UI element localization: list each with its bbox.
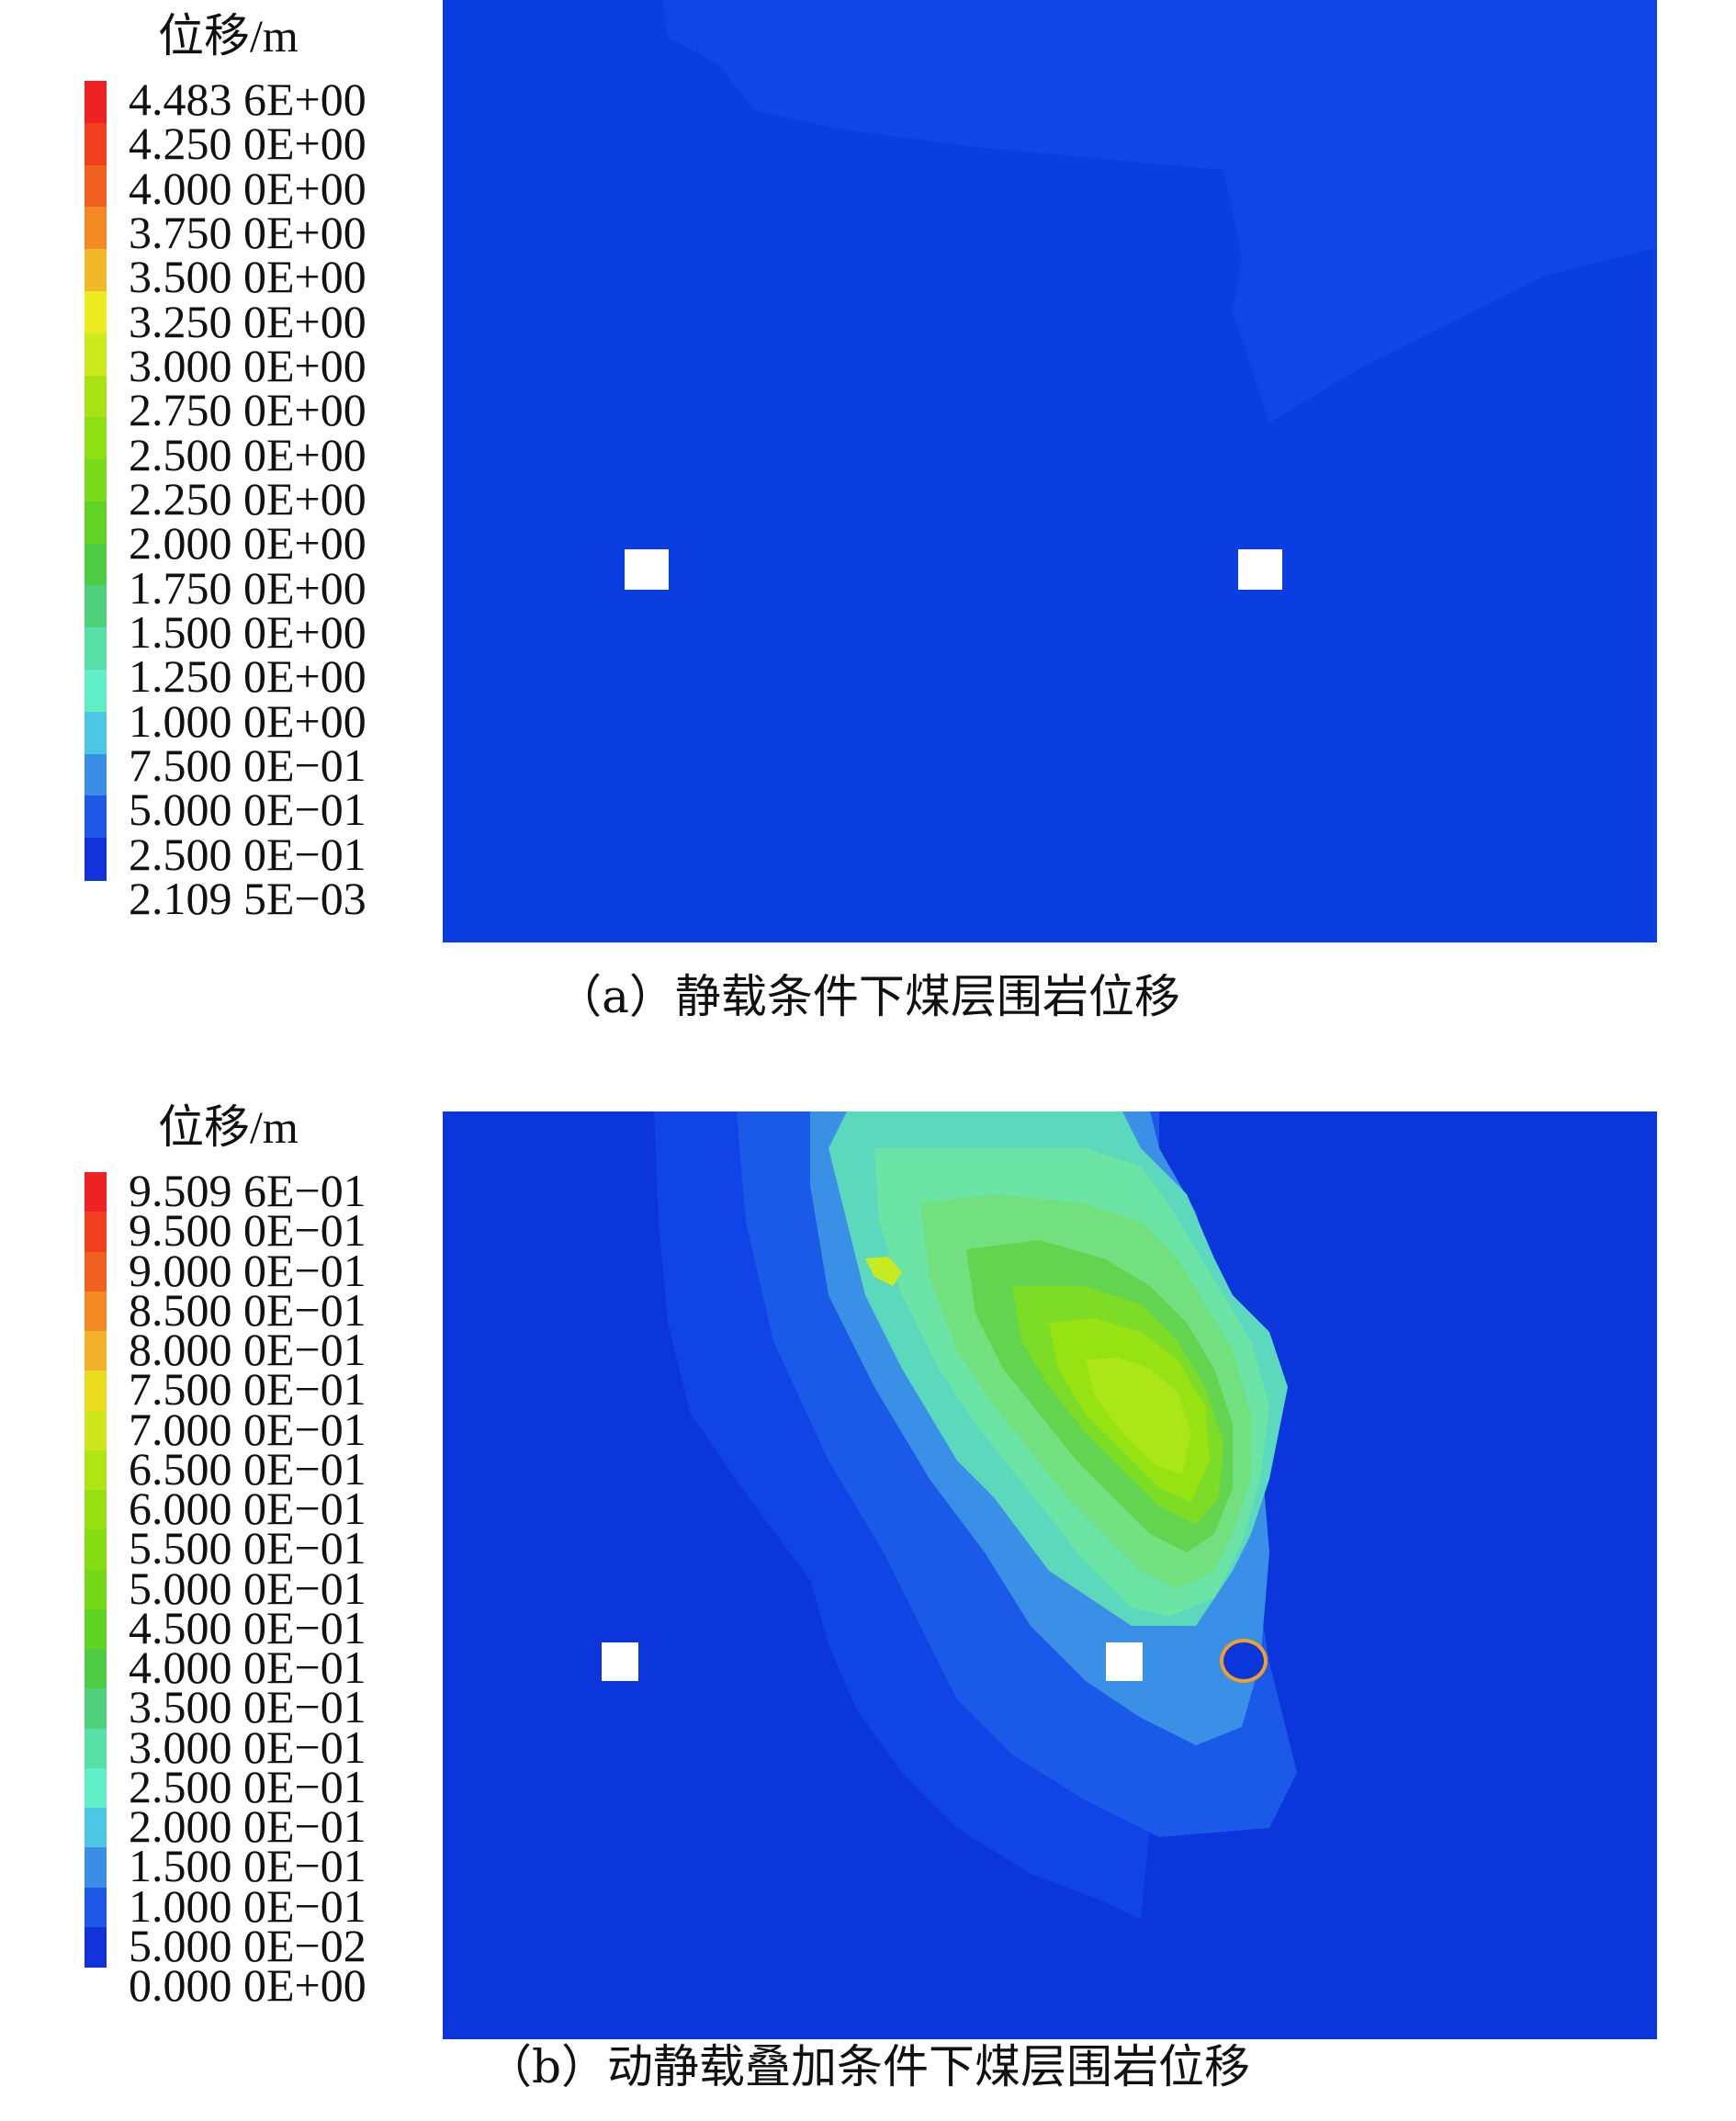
legend-tick-label: 5.000 0E−01	[129, 784, 366, 836]
legend-swatch	[85, 1767, 107, 1809]
legend-tick-label: 5.000 0E−01	[129, 1562, 366, 1614]
legend-swatch	[85, 1410, 107, 1451]
legend-tick-label: 3.000 0E+00	[129, 340, 366, 391]
legend-swatch	[85, 795, 107, 839]
legend-tick-label: 2.000 0E+00	[129, 517, 366, 570]
contour-plot-b	[443, 1111, 1657, 2039]
legend-swatch	[85, 333, 107, 377]
legend-tick-label: 2.500 0E−01	[129, 1760, 366, 1812]
legend-swatch	[85, 1688, 107, 1730]
legend-tick-label: 2.500 0E−01	[129, 828, 366, 880]
roadway-left-b	[602, 1642, 638, 1681]
legend-tick-label: 7.000 0E−01	[129, 1403, 366, 1455]
legend-swatch	[85, 375, 107, 418]
legend-title-b: 位移/m	[158, 1101, 299, 1153]
legend-swatch	[85, 1887, 107, 1928]
legend-swatch	[85, 207, 107, 250]
legend-swatch	[85, 627, 107, 671]
legend-swatch	[85, 838, 107, 881]
legend-swatch	[85, 249, 107, 292]
legend-swatch	[85, 501, 107, 545]
legend-tick-label: 6.500 0E−01	[129, 1442, 366, 1495]
legend-tick-label: 9.500 0E−01	[129, 1204, 366, 1257]
panel-b: 位移/m 9.509 6E−01 9.500 0E−01 9.000 0E−01 8.…	[0, 1093, 1736, 2121]
panel-a: 位移/m 4.483 6E+00 4.250 0E+00 4.000 0E+00 3.…	[0, 0, 1736, 1056]
legend-tick-label: 3.000 0E−01	[129, 1720, 366, 1773]
legend-swatch	[85, 1728, 107, 1769]
legend-swatch	[85, 1608, 107, 1650]
legend-tick-label: 2.750 0E+00	[129, 384, 366, 436]
legend-swatch	[85, 459, 107, 502]
roadway-right-a	[1238, 549, 1282, 590]
legend-tick-label: 1.500 0E+00	[129, 606, 366, 658]
legend-tick-label: 1.500 0E−01	[129, 1840, 366, 1892]
legend-swatch	[85, 585, 107, 628]
legend-tick-label: 1.000 0E−01	[129, 1879, 366, 1932]
legend-tick-label: 4.250 0E+00	[129, 118, 366, 170]
roadway-left-a	[625, 549, 669, 590]
legend-swatch	[85, 1926, 107, 1968]
legend-swatch	[85, 81, 107, 124]
caption-a: （a）静载条件下煤层围岩位移	[556, 970, 1180, 1023]
legend-tick-label: 9.509 6E−01	[129, 1165, 366, 1216]
legend-swatch	[85, 1371, 107, 1412]
legend-tick-label: 8.500 0E−01	[129, 1283, 366, 1336]
legend-swatch	[85, 711, 107, 755]
local-peak-b	[865, 1257, 902, 1286]
legend-tick-label: 3.250 0E+00	[129, 295, 366, 347]
legend-tick-label: 3.500 0E−01	[129, 1681, 366, 1733]
legend-tick-label: 2.250 0E+00	[129, 473, 366, 525]
legend-swatch	[85, 1569, 107, 1610]
legend-tick-label: 4.483 6E+00	[129, 73, 366, 125]
contour-plot-a	[443, 0, 1657, 942]
legend-swatch	[85, 1291, 107, 1332]
legend-tick-label: 1.250 0E+00	[129, 650, 366, 703]
color-legend-b	[85, 1172, 107, 1994]
legend-swatch	[85, 164, 107, 208]
legend-tick-label: 8.000 0E−01	[129, 1324, 366, 1375]
legend-tick-label: 2.500 0E+00	[129, 428, 366, 480]
legend-tick-label: 4.000 0E−01	[129, 1642, 366, 1693]
legend-swatch	[85, 1331, 107, 1371]
legend-swatch	[85, 1490, 107, 1530]
legend-tick-label: 3.500 0E+00	[129, 251, 366, 303]
legend-tick-label: 3.750 0E+00	[129, 207, 366, 258]
legend-tick-label: 5.500 0E−01	[129, 1522, 366, 1574]
legend-title-a: 位移/m	[158, 10, 299, 62]
color-legend-a	[85, 81, 107, 908]
upper-displacement-zone-a	[663, 0, 1657, 423]
legend-tick-label: 2.000 0E−01	[129, 1800, 366, 1852]
zone-5e-01-b	[1086, 1358, 1191, 1474]
legend-tick-label: 7.500 0E−01	[129, 739, 366, 791]
legend-tick-label: 0.000 0E+00	[129, 1959, 366, 2011]
legend-swatch	[85, 1808, 107, 1848]
legend-swatch	[85, 1847, 107, 1889]
legend-swatch	[85, 290, 107, 334]
legend-swatch	[85, 543, 107, 587]
legend-swatch	[85, 1450, 107, 1491]
caption-b: （b）动静载叠加条件下煤层围岩位移	[485, 2040, 1250, 2093]
legend-swatch	[85, 417, 107, 460]
legend-swatch	[85, 1649, 107, 1689]
legend-swatch	[85, 1172, 107, 1213]
legend-tick-label: 1.000 0E+00	[129, 694, 366, 747]
legend-tick-label: 9.000 0E−01	[129, 1244, 366, 1296]
legend-swatch	[85, 1212, 107, 1253]
legend-tick-label: 7.500 0E−01	[129, 1363, 366, 1416]
legend-tick-label: 2.109 5E−03	[129, 873, 366, 924]
legend-tick-label: 4.500 0E−01	[129, 1601, 366, 1653]
legend-swatch	[85, 122, 107, 166]
legend-tick-label: 4.000 0E+00	[129, 162, 366, 214]
roadway-right-b	[1106, 1642, 1143, 1681]
legend-swatch	[85, 1529, 107, 1571]
anomaly-core-b	[1223, 1642, 1264, 1679]
legend-swatch	[85, 670, 107, 713]
legend-tick-label: 1.750 0E+00	[129, 561, 366, 614]
legend-tick-label: 5.000 0E−02	[129, 1919, 366, 1971]
legend-tick-label: 6.000 0E−01	[129, 1483, 366, 1534]
legend-swatch	[85, 1251, 107, 1292]
legend-swatch	[85, 753, 107, 796]
